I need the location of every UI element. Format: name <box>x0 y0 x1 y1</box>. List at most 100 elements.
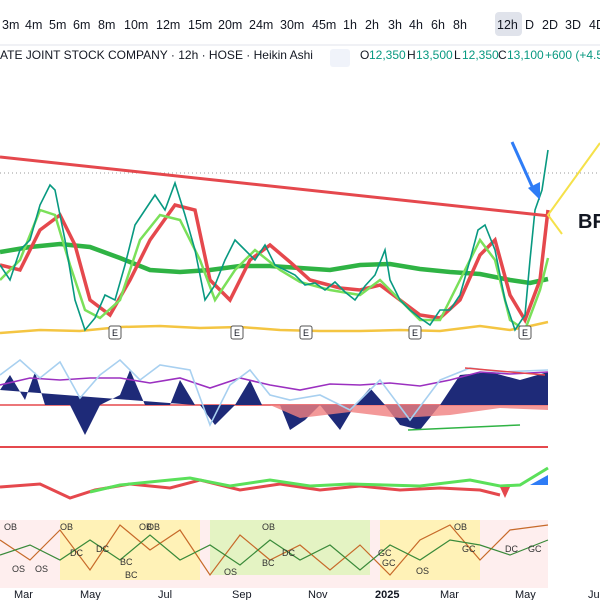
oscillator-label: OS <box>416 566 429 576</box>
legend-button[interactable] <box>330 49 350 67</box>
earnings-badge <box>108 325 122 340</box>
interval-button[interactable]: 4m <box>25 18 42 32</box>
interval-button[interactable]: 3m <box>2 18 19 32</box>
ohlc-value: 13,500 <box>416 48 453 62</box>
signal-line <box>0 371 549 391</box>
arrow <box>510 141 537 194</box>
indicator-pane-2 <box>0 466 549 500</box>
x-axis-label: 2025 <box>375 589 399 600</box>
ohlc-label: H <box>407 48 416 62</box>
ohlc-label: O <box>360 48 369 62</box>
earnings-label: E <box>112 328 118 338</box>
histogram-area <box>0 370 195 435</box>
interval-button[interactable]: 4h <box>409 18 423 32</box>
change-value: +600 (+4.59 <box>545 48 600 62</box>
oscillator-label: OS <box>224 567 237 577</box>
interval-button[interactable]: 12m <box>156 18 180 32</box>
oscillator-label: GC <box>528 544 542 554</box>
oscillator-label: OB <box>60 522 73 532</box>
interval-button[interactable]: 20m <box>218 18 242 32</box>
x-axis-label: Jul <box>588 589 600 600</box>
oscillator-label: OB <box>262 522 275 532</box>
histogram-area <box>270 405 548 418</box>
interval-button[interactable]: D <box>525 18 534 32</box>
x-axis-label: May <box>515 589 536 600</box>
oscillator-label: OB <box>454 522 467 532</box>
earnings-badge <box>408 325 422 340</box>
momentum-marker <box>500 487 510 498</box>
band-fill <box>210 520 370 575</box>
interval-button[interactable]: 30m <box>280 18 304 32</box>
oscillator-label: OB <box>4 522 17 532</box>
x-axis-label: Nov <box>308 589 328 600</box>
earnings-label: E <box>234 328 240 338</box>
interval-button[interactable]: 2D <box>542 18 558 32</box>
oscillator-label: DC <box>96 544 109 554</box>
interval-button[interactable]: 5m <box>49 18 66 32</box>
band-fill <box>380 520 480 580</box>
x-axis-label: Mar <box>14 589 33 600</box>
interval-button[interactable]: 10m <box>124 18 148 32</box>
interval-button[interactable]: 3h <box>388 18 402 32</box>
ohlc-value: 13,100 <box>507 48 544 62</box>
interval-button[interactable]: 6h <box>431 18 445 32</box>
oscillator-label: GC <box>382 558 396 568</box>
interval-button[interactable]: 3D <box>565 18 581 32</box>
x-axis-label: Mar <box>440 589 459 600</box>
interval-button[interactable]: 15m <box>188 18 212 32</box>
momentum-line <box>0 478 501 500</box>
oscillator-line <box>0 358 549 428</box>
interval-button[interactable]: 6m <box>73 18 90 32</box>
divergence-line <box>464 367 546 376</box>
ohlc-value: 12,350 <box>369 48 406 62</box>
x-axis-label: Jul <box>158 589 172 600</box>
indicator-pane-1 <box>0 358 549 448</box>
interval-bar: 3m 4m 5m 6m 8m 10m 12m 15m 20m 24m 30m 45m 1h 2h 3h 4h 6… <box>2 18 600 32</box>
earnings-label: E <box>412 328 418 338</box>
oscillator-label: BC <box>125 570 138 580</box>
interval-button[interactable]: 4D <box>589 18 600 32</box>
band-fill <box>60 520 200 580</box>
oscillator-label: BC <box>262 558 275 568</box>
oscillator-label: DC <box>282 548 295 558</box>
active-interval <box>495 12 522 36</box>
arrow-head <box>528 182 540 200</box>
interval-button[interactable]: 2h <box>365 18 379 32</box>
interval-button[interactable]: 8h <box>453 18 467 32</box>
interval-button[interactable]: 45m <box>312 18 336 32</box>
momentum-marker <box>530 475 548 485</box>
fast-ma-red <box>0 203 550 325</box>
momentum-line <box>89 466 549 494</box>
fast-ma-green <box>0 208 550 332</box>
interval-button[interactable]: 8m <box>98 18 115 32</box>
earnings-badge <box>299 325 313 340</box>
oscillator-label: OB <box>139 522 152 532</box>
divergence-line <box>407 424 521 431</box>
earnings-label: E <box>522 328 528 338</box>
long-ma <box>0 241 549 286</box>
interval-button[interactable]: 24m <box>249 18 273 32</box>
x-axis: Mar May Jul Sep Nov 2025 Mar May Jul <box>14 589 600 600</box>
stoch-line <box>0 524 549 577</box>
oscillator-label: GC <box>462 544 476 554</box>
oscillator-label: OS <box>35 564 48 574</box>
oscillator-label: OS <box>12 564 25 574</box>
earnings-badge <box>230 325 244 340</box>
trend-line <box>0 155 551 218</box>
ohlc-value: 12,350 <box>462 48 499 62</box>
earnings-label: E <box>303 328 309 338</box>
price-pane: BR E E E E E <box>0 141 600 340</box>
ohlc-label: L <box>454 48 461 62</box>
x-axis-label: May <box>80 589 101 600</box>
oscillator-label: DC <box>70 548 83 558</box>
stoch-line <box>0 534 549 571</box>
ohlc-label: C <box>498 48 507 62</box>
annotation: BR <box>578 211 600 233</box>
interval-button[interactable]: 12h <box>497 18 518 32</box>
interval-button[interactable]: 1h <box>343 18 357 32</box>
oscillator-label: GC <box>378 548 392 558</box>
